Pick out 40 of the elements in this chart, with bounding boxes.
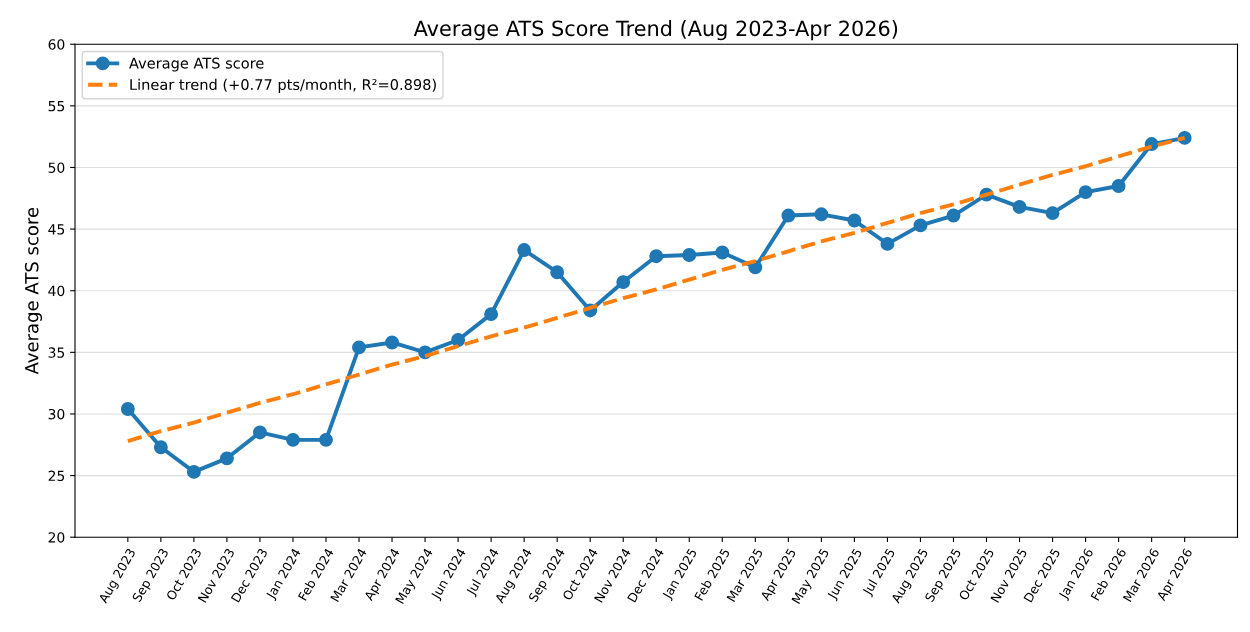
point [352,340,366,355]
point [1078,185,1093,200]
y-tick-label: 30 [48,408,65,420]
point [616,275,631,290]
point [286,432,300,447]
point [1012,199,1027,214]
point [1045,206,1060,221]
point [682,248,697,262]
legend-label: Linear trend (+0.77 pts/month, R²=0.898) [130,78,436,93]
y-tick-label: 60 [48,39,65,50]
point [120,402,135,416]
y-axis-title: Average ATS score [24,207,43,375]
y-tick-label: 35 [48,347,65,358]
y-tick-label: 45 [48,224,65,235]
point [484,307,499,322]
point [219,451,234,466]
point [550,265,565,280]
y-tick-label: 55 [48,101,65,112]
point [319,432,333,447]
y-tick-label: 40 [48,285,65,297]
point [517,243,532,257]
chart-title: Average ATS Score Trend (Aug 2023-Apr 2026) [413,20,898,41]
y-tick-label: 20 [48,532,65,543]
point [451,333,466,347]
point [880,236,895,251]
legend-label: Average ATS score [129,57,264,72]
point [913,218,928,233]
point [252,425,267,440]
point [781,208,796,223]
point [814,207,829,222]
point [1111,179,1126,193]
point [153,440,168,455]
y-tick-label: 25 [48,470,65,482]
point [186,464,201,479]
point [649,249,664,264]
y-tick-label: 50 [48,162,65,173]
point [946,208,961,223]
point [385,335,399,350]
point [847,213,862,228]
point [715,245,730,260]
